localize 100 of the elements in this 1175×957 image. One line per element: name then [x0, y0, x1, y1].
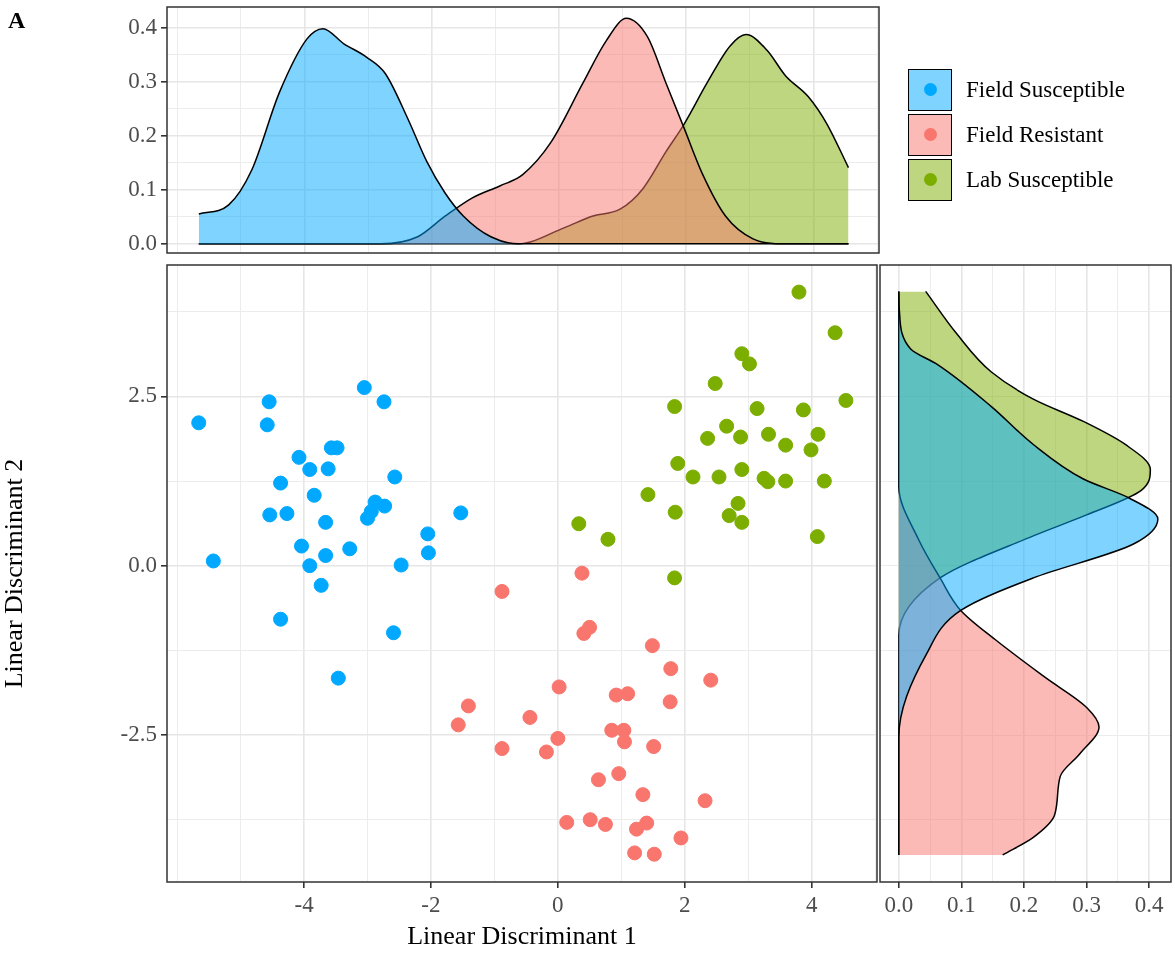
- point: [733, 429, 749, 445]
- point: [191, 415, 207, 431]
- point: [795, 402, 811, 418]
- point: [810, 426, 826, 442]
- x-tick-label: 4: [805, 891, 818, 917]
- point: [259, 417, 275, 433]
- point: [494, 741, 510, 757]
- point: [600, 531, 616, 547]
- point: [302, 558, 318, 574]
- point: [450, 717, 466, 733]
- point: [734, 462, 750, 478]
- x-tick-label: 2: [679, 891, 691, 917]
- point: [640, 487, 656, 503]
- x-tick-label: 0.0: [884, 891, 914, 917]
- point: [730, 495, 746, 511]
- point: [627, 845, 643, 861]
- point: [576, 625, 592, 641]
- y-tick-label: 0.1: [128, 175, 157, 201]
- point: [838, 392, 854, 408]
- point: [667, 399, 683, 415]
- point: [703, 672, 719, 688]
- point: [393, 557, 409, 573]
- point: [550, 730, 566, 746]
- point: [494, 583, 510, 599]
- point: [670, 455, 686, 471]
- point: [551, 679, 567, 695]
- point: [261, 394, 277, 410]
- point: [582, 812, 598, 828]
- x-tick-label: -2: [421, 891, 441, 917]
- point: [791, 284, 807, 300]
- point: [302, 462, 318, 478]
- point: [318, 514, 334, 530]
- point: [279, 506, 295, 522]
- legend-label: Field Resistant: [966, 121, 1104, 148]
- x-tick-label: 0.2: [1009, 891, 1039, 917]
- point: [420, 545, 436, 561]
- x-tick-label: 0.3: [1072, 891, 1101, 917]
- point: [685, 469, 701, 485]
- point: [711, 469, 727, 485]
- x-axis-title: Linear Discriminant 1: [407, 921, 637, 951]
- point: [559, 814, 575, 830]
- point: [749, 401, 765, 417]
- point: [697, 793, 713, 809]
- point: [816, 473, 832, 489]
- point: [667, 570, 683, 586]
- point: [460, 698, 476, 714]
- x-tick-label: 0.4: [1134, 891, 1164, 917]
- point: [356, 380, 372, 396]
- point: [318, 548, 334, 564]
- point: [574, 565, 590, 581]
- point: [590, 772, 606, 788]
- point: [294, 538, 310, 554]
- point: [646, 739, 662, 755]
- y-tick-label: 0.4: [128, 13, 158, 39]
- point: [387, 469, 403, 485]
- point: [205, 553, 221, 569]
- point: [571, 516, 587, 532]
- point: [662, 694, 678, 710]
- legend-label: Field Susceptible: [966, 76, 1126, 103]
- point: [313, 577, 329, 593]
- point: [262, 507, 278, 523]
- point: [778, 437, 794, 453]
- point: [376, 394, 392, 410]
- point: [360, 510, 375, 526]
- point: [291, 449, 307, 465]
- point: [306, 487, 322, 503]
- point: [420, 526, 436, 542]
- y-tick-label: 0.3: [128, 67, 157, 93]
- point: [700, 430, 716, 446]
- point: [273, 611, 289, 627]
- y-tick-label: -2.5: [120, 721, 157, 747]
- point: [386, 625, 402, 641]
- point: [761, 426, 776, 442]
- point: [734, 346, 750, 362]
- point: [778, 473, 794, 489]
- point: [673, 830, 689, 846]
- point: [644, 638, 660, 654]
- point: [616, 734, 632, 750]
- text: A: [8, 7, 26, 34]
- y-tick-label: 0.0: [128, 229, 157, 255]
- point: [453, 505, 469, 521]
- y-tick-label: 0.2: [128, 121, 157, 147]
- point: [734, 514, 750, 530]
- point: [273, 475, 289, 491]
- point: [707, 376, 723, 392]
- point: [721, 508, 737, 524]
- point: [597, 816, 613, 832]
- point: [330, 670, 346, 686]
- point: [320, 461, 336, 477]
- point: [639, 815, 655, 831]
- point: [827, 325, 843, 341]
- point: [522, 709, 538, 725]
- x-tick-label: -4: [294, 891, 315, 917]
- point: [663, 661, 679, 677]
- point: [538, 744, 554, 760]
- y-axis-title: Linear Discriminant 2: [0, 458, 29, 689]
- point: [667, 504, 683, 520]
- point: [741, 356, 757, 372]
- point: [611, 766, 627, 782]
- point: [803, 442, 819, 458]
